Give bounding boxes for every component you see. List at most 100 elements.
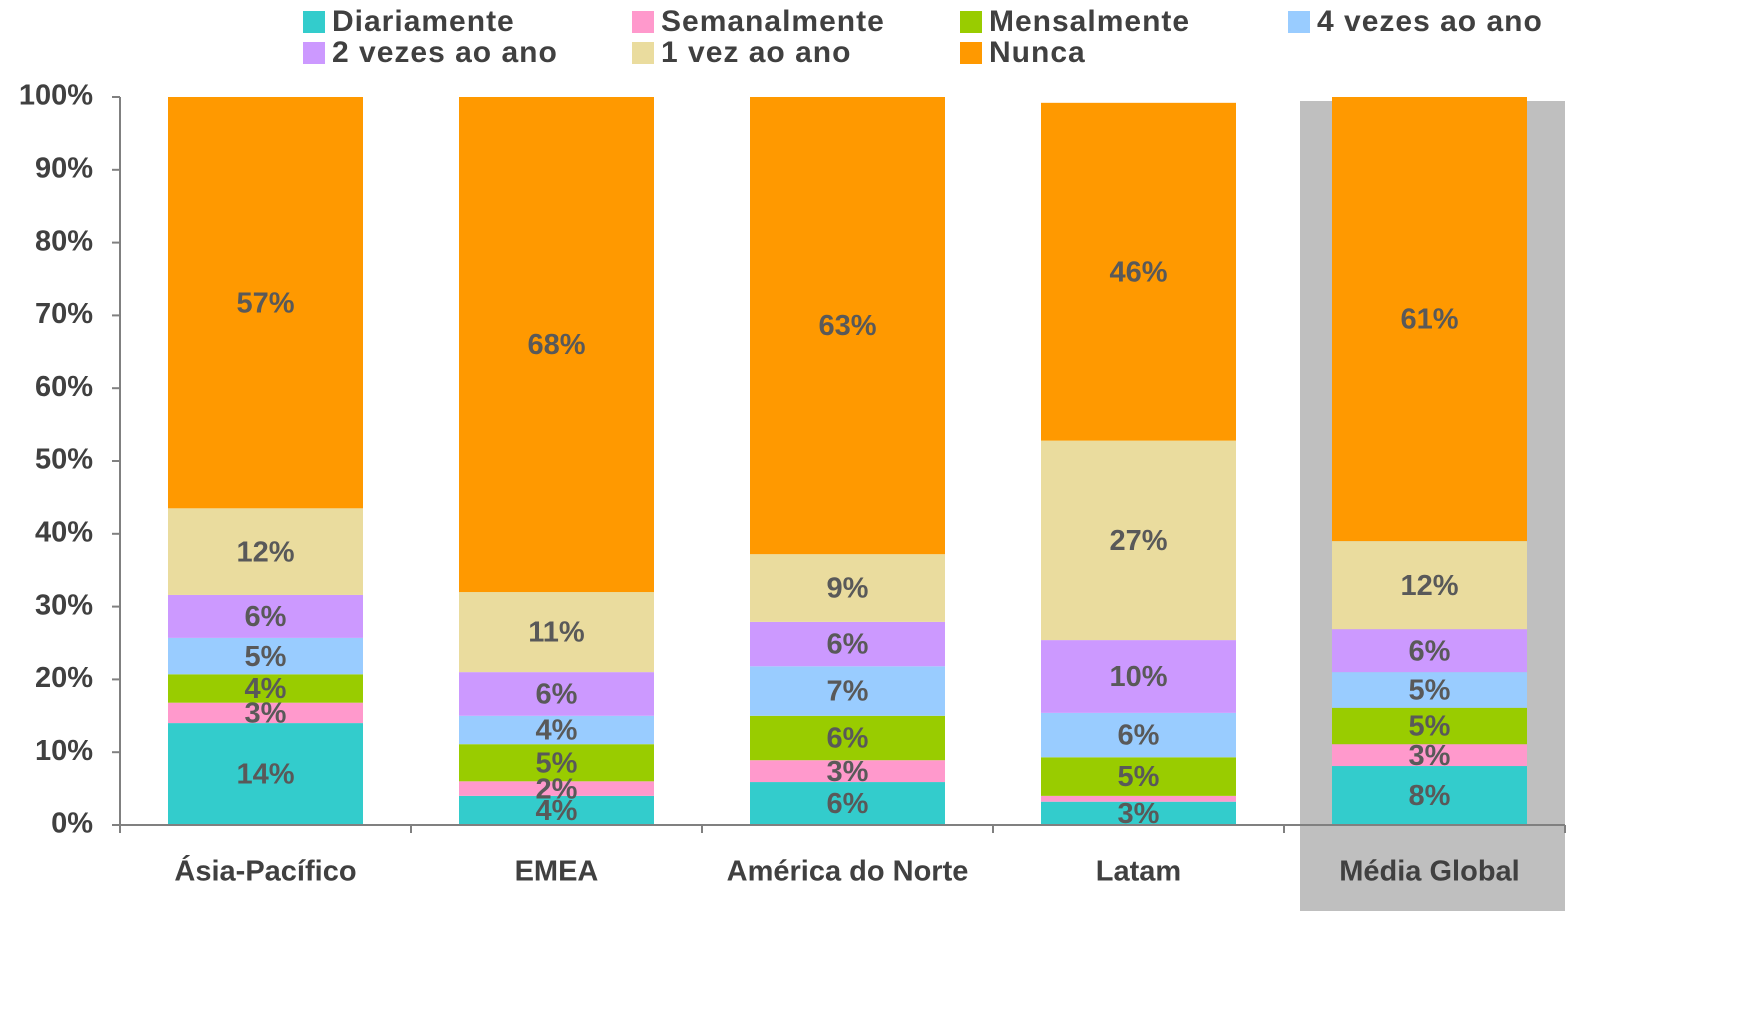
data-label: 6% — [1409, 635, 1451, 667]
data-label: 7% — [827, 676, 869, 708]
bar-segment — [1332, 672, 1527, 708]
data-label: 6% — [827, 788, 869, 820]
bar-segment — [1332, 707, 1527, 745]
legend-swatch — [303, 42, 325, 64]
bar-segment — [1041, 640, 1236, 713]
y-tick-label: 10% — [35, 735, 93, 767]
bar-segment — [750, 97, 945, 555]
legend-swatch — [632, 42, 654, 64]
data-label: 12% — [1400, 570, 1458, 602]
bar-segment — [750, 782, 945, 825]
x-tick-label: Latam — [1096, 856, 1181, 888]
bar-segment — [750, 621, 945, 667]
y-tick-label: 80% — [35, 225, 93, 257]
legend-swatch — [960, 11, 982, 33]
data-label: 4% — [245, 673, 287, 705]
data-label: 6% — [827, 723, 869, 755]
data-label: 9% — [827, 573, 869, 605]
bar-segment — [459, 592, 654, 673]
data-label: 5% — [1409, 675, 1451, 707]
legend-swatch — [1288, 11, 1310, 33]
bar-segment — [459, 97, 654, 593]
data-label: 27% — [1109, 525, 1167, 557]
data-label: 5% — [1118, 761, 1160, 793]
bar-segment — [459, 795, 654, 825]
bar-segment — [1332, 541, 1527, 630]
bar-segment — [750, 760, 945, 783]
data-label: 6% — [1118, 720, 1160, 752]
bar-segment — [168, 508, 363, 595]
data-label: 57% — [236, 287, 294, 319]
bar-segment — [168, 594, 363, 638]
bar-segment — [168, 702, 363, 724]
bar-segment — [459, 744, 654, 782]
bar-segment — [168, 97, 363, 509]
data-label: 12% — [236, 536, 294, 568]
x-tick-label: EMEA — [515, 856, 599, 888]
data-label: 11% — [528, 617, 585, 649]
data-label: 4% — [536, 715, 578, 747]
legend-label: 2 vezes ao ano — [332, 36, 558, 69]
legend-label: Semanalmente — [661, 5, 885, 38]
data-label: 5% — [245, 641, 287, 673]
bar-segment — [1332, 766, 1527, 825]
legend-swatch — [303, 11, 325, 33]
data-label: 4% — [536, 795, 578, 827]
bar-segment — [1041, 757, 1236, 796]
bar-segment — [750, 715, 945, 761]
bar-segment — [168, 674, 363, 703]
data-label: 61% — [1400, 304, 1458, 336]
data-label: 6% — [536, 679, 578, 711]
legend-swatch — [632, 11, 654, 33]
x-tick-label: Ásia-Pacífico — [174, 854, 356, 888]
x-tick-label: América do Norte — [727, 856, 969, 888]
data-label: 5% — [1409, 711, 1451, 743]
bar-segment — [1041, 102, 1236, 441]
data-label: 63% — [818, 310, 876, 342]
bar-segment — [1041, 440, 1236, 641]
bar-segment — [1041, 801, 1236, 825]
data-label: 2% — [536, 773, 578, 805]
data-label: 8% — [1409, 780, 1451, 812]
legend-label: Nunca — [989, 36, 1086, 69]
y-tick-label: 20% — [35, 662, 93, 694]
y-tick-label: 40% — [35, 516, 93, 548]
y-tick-label: 60% — [35, 371, 93, 403]
bar-segment — [750, 554, 945, 622]
y-tick-label: 100% — [19, 80, 93, 112]
data-label: 5% — [536, 747, 578, 779]
bar-segment — [459, 672, 654, 716]
bar-segment — [459, 715, 654, 745]
y-tick-label: 0% — [51, 808, 93, 840]
data-label: 6% — [827, 629, 869, 661]
legend-label: Mensalmente — [989, 5, 1190, 38]
bar-segment — [459, 781, 654, 796]
y-tick-label: 70% — [35, 298, 93, 330]
bar-segment — [168, 637, 363, 675]
data-label: 68% — [527, 329, 585, 361]
data-label: 46% — [1109, 256, 1167, 288]
data-label: 3% — [245, 698, 287, 730]
y-tick-label: 50% — [35, 444, 93, 476]
data-label: 3% — [827, 756, 869, 788]
bar-segment — [1332, 97, 1527, 542]
data-label: 10% — [1109, 661, 1167, 693]
data-label: 14% — [236, 759, 294, 791]
legend-label: 1 vez ao ano — [661, 36, 851, 69]
x-tick-label: Média Global — [1339, 856, 1519, 888]
legend-label: Diariamente — [332, 5, 515, 38]
y-tick-label: 90% — [35, 152, 93, 184]
bar-segment — [1041, 795, 1236, 802]
data-label: 3% — [1409, 740, 1451, 772]
bar-segment — [1041, 712, 1236, 758]
legend-swatch — [960, 42, 982, 64]
bar-segment — [750, 666, 945, 716]
bar-segment — [168, 723, 363, 825]
legend-label: 4 vezes ao ano — [1317, 5, 1543, 38]
data-label: 6% — [245, 601, 287, 633]
bar-segment — [1332, 744, 1527, 767]
y-tick-label: 30% — [35, 589, 93, 621]
bar-segment — [1332, 629, 1527, 673]
